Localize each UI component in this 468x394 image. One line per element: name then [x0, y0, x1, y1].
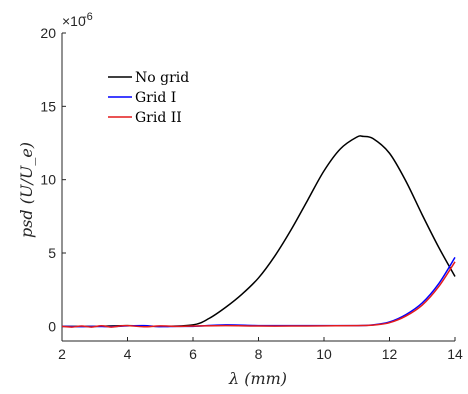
series-line-grid-ii [61, 261, 456, 328]
labels-layer: ×10 -6 λ (mm) psd (U/U_e) [17, 11, 287, 388]
legend-label: Grid I [135, 90, 176, 106]
x-tick-label: 2 [58, 346, 66, 362]
series-layer [61, 135, 456, 328]
y-tick-label: 15 [40, 98, 56, 114]
y-exponent-label: ×10 [62, 13, 86, 29]
x-tick-label: 8 [255, 346, 263, 362]
series-line-no-grid [61, 135, 456, 328]
y-tick-label: 20 [40, 25, 56, 41]
x-tick-label: 4 [124, 346, 132, 362]
legend-label: No grid [135, 70, 189, 86]
x-axis-label: λ (mm) [228, 369, 287, 388]
axes-layer: 2 4 6 8 10 12 14 0 5 10 15 20 [40, 25, 463, 362]
y-exponent-power: -6 [83, 11, 93, 23]
legend-label: Grid II [135, 110, 182, 126]
x-tick-label: 12 [382, 346, 398, 362]
y-axis-label: psd (U/U_e) [17, 142, 36, 238]
x-tick-label: 6 [189, 346, 197, 362]
y-tick-label: 0 [48, 318, 56, 334]
x-tick-label: 10 [316, 346, 332, 362]
y-tick-label: 10 [40, 172, 56, 188]
legend: No grid Grid I Grid II [108, 70, 189, 126]
x-tick-label: 14 [447, 346, 463, 362]
y-tick-label: 5 [48, 245, 56, 261]
series-line-grid-i [61, 257, 456, 328]
